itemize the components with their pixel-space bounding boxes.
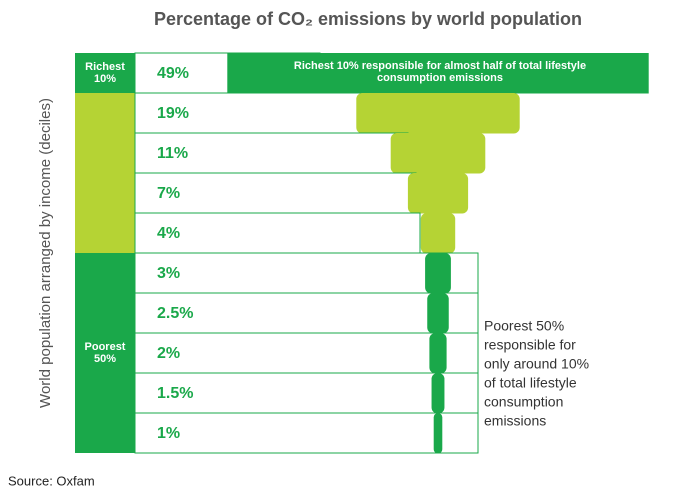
- row-box: [134, 252, 479, 294]
- source: Source: Oxfam: [8, 473, 95, 488]
- row-box: [134, 292, 479, 334]
- row-box: [134, 332, 479, 374]
- funnel-segment: [433, 413, 443, 454]
- funnel-segment: [425, 253, 451, 294]
- row-box: [134, 212, 421, 254]
- annotation-richest: consumption emissions: [377, 72, 503, 84]
- annotation-poorest: only around 10%: [484, 356, 589, 372]
- value-label: 19%: [157, 105, 189, 122]
- value-label: 49%: [157, 65, 189, 82]
- value-label: 3%: [157, 265, 180, 282]
- value-label: 2%: [157, 345, 180, 362]
- group-richest: 10%: [94, 73, 116, 85]
- value-label: 2.5%: [157, 305, 193, 322]
- funnel-segment: [407, 173, 469, 214]
- funnel-segment: [431, 373, 445, 414]
- group-cell: [75, 133, 135, 173]
- group-poorest: 50%: [94, 353, 116, 365]
- funnel-segment: [420, 213, 456, 254]
- funnel-segment: [390, 133, 486, 174]
- annotation-poorest: of total lifestyle: [484, 375, 577, 391]
- value-label: 7%: [157, 185, 180, 202]
- annotation-poorest: emissions: [484, 413, 546, 429]
- annotation-poorest: Poorest 50%: [484, 318, 564, 334]
- group-cell: [75, 53, 135, 93]
- group-cell: [75, 333, 135, 373]
- value-label: 11%: [157, 145, 188, 162]
- group-cell: [75, 173, 135, 213]
- value-label: 4%: [157, 225, 180, 242]
- value-label: 1.5%: [157, 385, 193, 402]
- annotation-poorest: consumption: [484, 394, 563, 410]
- funnel-segment: [429, 333, 447, 374]
- group-cell: [75, 253, 135, 293]
- value-label: 1%: [157, 425, 180, 442]
- row-box: [134, 372, 479, 414]
- row-box: [134, 412, 479, 454]
- row-box: [134, 172, 417, 214]
- funnel-segment: [427, 293, 449, 334]
- poorest-bracket: [134, 252, 479, 454]
- group-richest: Richest: [85, 61, 125, 73]
- group-poorest: Poorest: [85, 341, 126, 353]
- annotation-richest: Richest 10% responsible for almost half …: [294, 60, 586, 72]
- group-cell: [75, 293, 135, 333]
- group-cell: [75, 373, 135, 413]
- funnel-segment: [227, 53, 649, 94]
- group-cell: [75, 213, 135, 253]
- chart-title: Percentage of CO₂ emissions by world pop…: [154, 9, 582, 29]
- group-cell: [75, 413, 135, 453]
- y-axis-label: World population arranged by income (dec…: [37, 98, 54, 408]
- funnel-segment: [356, 93, 520, 134]
- group-cell: [75, 93, 135, 133]
- annotation-poorest: responsible for: [484, 337, 576, 353]
